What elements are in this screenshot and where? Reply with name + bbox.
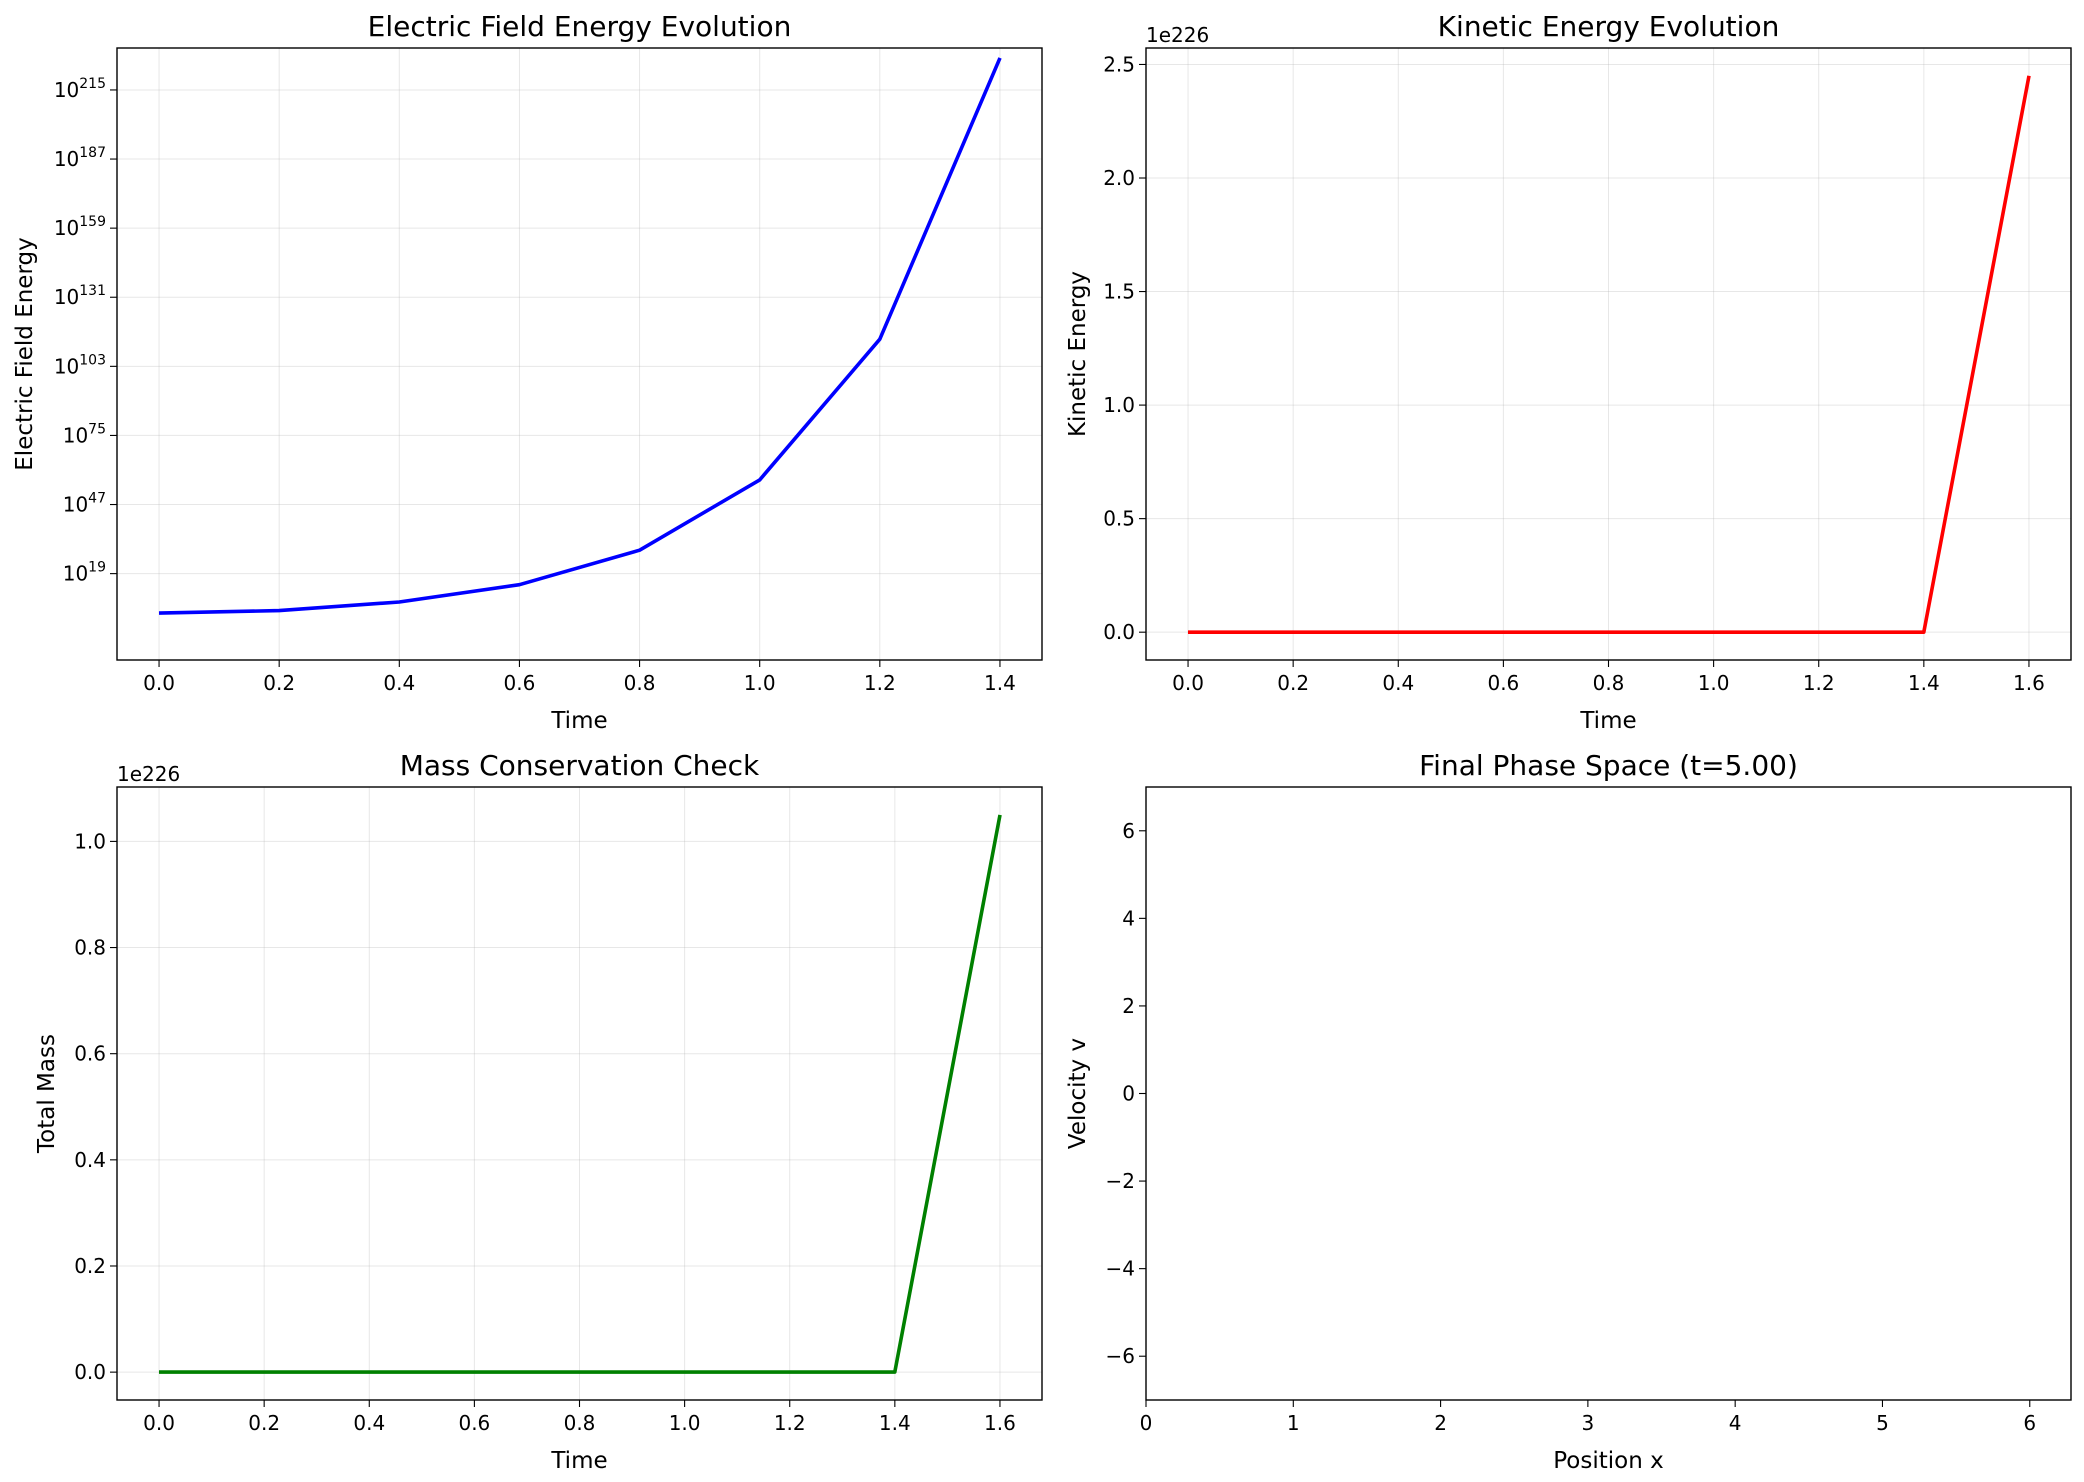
x-tick-label: 0.6 bbox=[458, 1411, 490, 1435]
y-tick-exponent: 47 bbox=[88, 491, 106, 507]
y-tick-label: 10103 bbox=[54, 352, 106, 378]
x-tick-label: 0.0 bbox=[143, 1411, 175, 1435]
x-tick-label: 1.6 bbox=[2013, 671, 2045, 695]
x-tick-label: 1.0 bbox=[744, 671, 776, 695]
y-tick-base: 10 bbox=[63, 562, 88, 586]
x-tick-label: 1.2 bbox=[1803, 671, 1835, 695]
y-offset-text: 1e226 bbox=[117, 762, 180, 786]
x-tick-label: 5 bbox=[1876, 1411, 1889, 1435]
y-tick-base: 10 bbox=[54, 216, 79, 240]
y-offset-text: 1e226 bbox=[1146, 23, 1209, 47]
x-tick-label: 1.4 bbox=[984, 671, 1016, 695]
x-tick-label: 1 bbox=[1287, 1411, 1300, 1435]
chart-title: Kinetic Energy Evolution bbox=[1438, 10, 1780, 43]
y-tick-label: 1.5 bbox=[1103, 280, 1135, 304]
x-tick-label: 1.0 bbox=[1698, 671, 1730, 695]
y-tick-exponent: 75 bbox=[88, 421, 106, 437]
x-tick-label: 1.4 bbox=[879, 1411, 911, 1435]
chart-title: Mass Conservation Check bbox=[400, 749, 760, 782]
y-tick-exponent: 187 bbox=[79, 145, 106, 161]
x-tick-label: 0.6 bbox=[1487, 671, 1519, 695]
x-tick-label: 1.6 bbox=[984, 1411, 1016, 1435]
chart-title: Electric Field Energy Evolution bbox=[368, 10, 792, 43]
y-tick-label: 1.0 bbox=[1103, 393, 1135, 417]
y-tick-label: 2.0 bbox=[1103, 166, 1135, 190]
y-tick-label: 0.4 bbox=[74, 1148, 106, 1172]
y-tick-label: 10215 bbox=[54, 76, 106, 102]
y-axis-label: Electric Field Energy bbox=[12, 237, 38, 470]
y-tick-label: 2.5 bbox=[1103, 52, 1135, 76]
x-tick-label: 0.2 bbox=[263, 671, 295, 695]
electric-field-energy-panel: 0.0 0.2 0.4 0.6 0.8 1.0 1.2 1.41019104710751010… bbox=[12, 10, 1043, 734]
y-axis-label: Velocity v bbox=[1065, 1038, 1091, 1149]
y-tick-exponent: 215 bbox=[79, 76, 106, 92]
series-line-0 bbox=[1188, 75, 2031, 635]
x-tick-label: 0.2 bbox=[1277, 671, 1309, 695]
y-tick-label: 10131 bbox=[54, 283, 106, 309]
x-tick-label: 1.2 bbox=[864, 671, 896, 695]
chart-title: Final Phase Space (t=5.00) bbox=[1419, 749, 1798, 782]
y-tick-label: 6 bbox=[1122, 819, 1135, 843]
y-tick-label: −4 bbox=[1106, 1257, 1135, 1281]
y-tick-label: −6 bbox=[1106, 1344, 1135, 1368]
x-tick-label: 0.4 bbox=[383, 671, 415, 695]
y-tick-label: 1019 bbox=[63, 560, 106, 586]
y-tick-label: 2 bbox=[1122, 994, 1135, 1018]
y-tick-label: 10187 bbox=[54, 145, 106, 171]
x-tick-label: 1.0 bbox=[669, 1411, 701, 1435]
x-tick-label: 6 bbox=[2023, 1411, 2036, 1435]
y-tick-label: 0 bbox=[1122, 1082, 1135, 1106]
phase-space-panel: 0 1 2 3 4 5 6 −6 −4 −2 0 2 4 6 Final Phase Space (t=5.… bbox=[1065, 749, 2072, 1474]
y-tick-label: 0.6 bbox=[74, 1042, 106, 1066]
x-tick-label: 3 bbox=[1582, 1411, 1595, 1435]
kinetic-energy-panel: 0.0 0.2 0.4 0.6 0.8 1.0 1.2 1.4 1.6 0.0 0.5 1.0 1.5 2… bbox=[1065, 10, 2072, 734]
x-axis-label: Time bbox=[550, 1448, 607, 1474]
x-tick-label: 0.4 bbox=[353, 1411, 385, 1435]
y-axis-label: Kinetic Energy bbox=[1065, 271, 1091, 437]
y-tick-label: 0.0 bbox=[74, 1360, 106, 1384]
y-axis-label: Total Mass bbox=[34, 1034, 60, 1154]
x-tick-label: 0.4 bbox=[1382, 671, 1414, 695]
y-tick-base: 10 bbox=[54, 78, 79, 102]
x-tick-label: 1.4 bbox=[1908, 671, 1940, 695]
y-tick-base: 10 bbox=[63, 423, 88, 447]
x-axis-label: Time bbox=[550, 708, 607, 734]
y-tick-label: −2 bbox=[1106, 1169, 1135, 1193]
x-tick-label: 2 bbox=[1434, 1411, 1447, 1435]
y-tick-label: 0.2 bbox=[74, 1254, 106, 1278]
y-tick-base: 10 bbox=[54, 147, 79, 171]
x-tick-label: 0.8 bbox=[624, 671, 656, 695]
x-tick-label: 0 bbox=[1140, 1411, 1153, 1435]
x-tick-label: 0.0 bbox=[1172, 671, 1204, 695]
x-axis-label: Time bbox=[1579, 708, 1636, 734]
y-tick-base: 10 bbox=[63, 493, 88, 517]
x-tick-label: 0.6 bbox=[504, 671, 536, 695]
mass-conservation-panel: 0.0 0.2 0.4 0.6 0.8 1.0 1.2 1.4 1.6 0.0 0.2 0.4 0.6 0… bbox=[34, 749, 1043, 1474]
y-tick-label: 0.8 bbox=[74, 936, 106, 960]
x-tick-label: 1.2 bbox=[774, 1411, 806, 1435]
y-tick-exponent: 131 bbox=[79, 283, 106, 299]
y-tick-label: 0.5 bbox=[1103, 507, 1135, 531]
x-tick-label: 0.8 bbox=[564, 1411, 596, 1435]
series-line-0 bbox=[158, 57, 1002, 615]
y-tick-label: 1047 bbox=[63, 491, 106, 517]
y-tick-exponent: 19 bbox=[88, 560, 106, 576]
x-axis-label: Position x bbox=[1553, 1448, 1663, 1474]
y-tick-label: 0.0 bbox=[1103, 620, 1135, 644]
y-tick-label: 10159 bbox=[54, 214, 106, 240]
x-tick-label: 0.2 bbox=[248, 1411, 280, 1435]
y-tick-label: 1075 bbox=[63, 421, 106, 447]
y-tick-exponent: 103 bbox=[79, 352, 106, 368]
series-line-0 bbox=[159, 814, 1002, 1374]
y-tick-label: 1.0 bbox=[74, 829, 106, 853]
x-tick-label: 0.8 bbox=[1593, 671, 1625, 695]
x-tick-label: 4 bbox=[1729, 1411, 1742, 1435]
y-tick-exponent: 159 bbox=[79, 214, 106, 230]
y-tick-base: 10 bbox=[54, 285, 79, 309]
axes-frame bbox=[116, 47, 1043, 661]
y-tick-label: 4 bbox=[1122, 906, 1135, 930]
x-tick-label: 0.0 bbox=[143, 671, 175, 695]
y-tick-base: 10 bbox=[54, 354, 79, 378]
